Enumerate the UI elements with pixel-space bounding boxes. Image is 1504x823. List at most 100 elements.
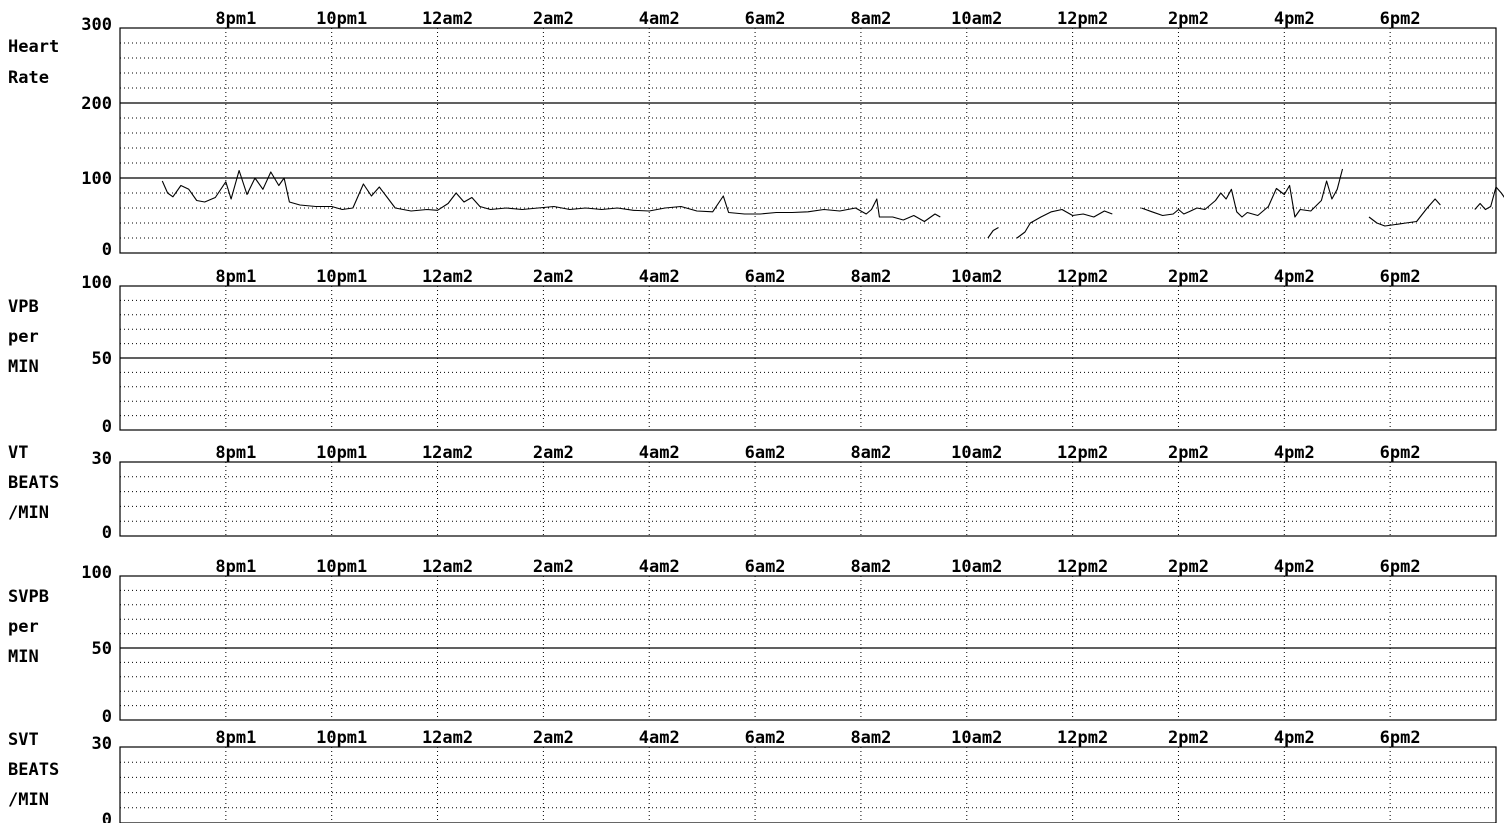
x-tick-label: 4pm2 bbox=[1274, 557, 1315, 577]
y-axis-label: Heart bbox=[8, 37, 59, 57]
y-axis-label: MIN bbox=[8, 647, 39, 667]
x-tick-label: 2pm2 bbox=[1168, 267, 1209, 287]
x-tick-label: 4am2 bbox=[639, 9, 680, 29]
x-tick-label: 8pm1 bbox=[215, 267, 256, 287]
x-tick-label: 4pm2 bbox=[1274, 728, 1315, 748]
x-tick-label: 8pm1 bbox=[215, 443, 256, 463]
x-tick-label: 4pm2 bbox=[1274, 9, 1315, 29]
x-tick-label: 8am2 bbox=[850, 557, 891, 577]
plot-frame bbox=[119, 746, 1497, 823]
x-tick-label: 2am2 bbox=[533, 267, 574, 287]
x-tick-label: 6pm2 bbox=[1380, 557, 1421, 577]
y-axis-label: SVT bbox=[8, 730, 39, 750]
y-tick-label: 0 bbox=[102, 707, 112, 727]
x-tick-label: 2am2 bbox=[533, 9, 574, 29]
x-tick-label: 2pm2 bbox=[1168, 728, 1209, 748]
x-tick-label: 8am2 bbox=[850, 443, 891, 463]
heart-rate-trace-segment bbox=[1016, 208, 1113, 239]
x-tick-label: 6am2 bbox=[745, 9, 786, 29]
y-axis-label: BEATS bbox=[8, 760, 59, 780]
x-tick-label: 2am2 bbox=[533, 557, 574, 577]
x-tick-label: 10pm1 bbox=[316, 267, 367, 287]
x-tick-label: 4am2 bbox=[639, 267, 680, 287]
x-tick-label: 8am2 bbox=[850, 267, 891, 287]
y-tick-label: 0 bbox=[102, 417, 112, 437]
heart-rate-trace-segment bbox=[1368, 198, 1441, 227]
y-tick-label: 0 bbox=[102, 240, 112, 260]
x-tick-label: 12pm2 bbox=[1057, 728, 1108, 748]
x-tick-label: 12am2 bbox=[422, 267, 473, 287]
panel-svt: 8pm1 10pm1 12am2 2am2 4am2 6am2 8am2 10am2 12pm2… bbox=[8, 728, 1497, 823]
x-tick-label: 4pm2 bbox=[1274, 267, 1315, 287]
x-tick-label: 6am2 bbox=[745, 557, 786, 577]
x-tick-label: 4pm2 bbox=[1274, 443, 1315, 463]
x-tick-label: 4am2 bbox=[639, 728, 680, 748]
plot-frame bbox=[119, 285, 1497, 431]
x-tick-label: 6pm2 bbox=[1380, 9, 1421, 29]
x-tick-label: 10pm1 bbox=[316, 443, 367, 463]
y-axis-label: VPB bbox=[8, 297, 39, 317]
y-tick-label: 0 bbox=[102, 523, 112, 543]
x-tick-label: 8pm1 bbox=[215, 728, 256, 748]
x-tick-label: 6am2 bbox=[745, 443, 786, 463]
y-axis-label: Rate bbox=[8, 68, 49, 88]
plot-frame bbox=[119, 27, 1497, 254]
x-tick-label: 4am2 bbox=[639, 557, 680, 577]
x-tick-label: 12pm2 bbox=[1057, 557, 1108, 577]
plot-frame bbox=[119, 575, 1497, 721]
y-tick-label: 50 bbox=[92, 639, 112, 659]
plot-frame bbox=[119, 461, 1497, 537]
x-tick-label: 6am2 bbox=[745, 267, 786, 287]
x-tick-label: 10am2 bbox=[951, 9, 1002, 29]
x-tick-label: 12am2 bbox=[422, 728, 473, 748]
y-tick-label: 200 bbox=[81, 94, 112, 114]
x-tick-label: 10pm1 bbox=[316, 9, 367, 29]
x-tick-label: 12am2 bbox=[422, 9, 473, 29]
x-tick-label: 10am2 bbox=[951, 557, 1002, 577]
heart-rate-trace-segment bbox=[161, 169, 941, 223]
panel-heart-rate: 8pm1 10pm1 12am2 2am2 4am2 6am2 8am2 10am2 12pm2… bbox=[8, 9, 1504, 260]
x-tick-label: 12pm2 bbox=[1057, 9, 1108, 29]
x-tick-label: 8pm1 bbox=[215, 9, 256, 29]
y-tick-label: 0 bbox=[102, 810, 112, 823]
panel-vt: 8pm1 10pm1 12am2 2am2 4am2 6am2 8am2 10am2 12pm2… bbox=[8, 443, 1497, 543]
x-tick-label: 10am2 bbox=[951, 267, 1002, 287]
panel-svpb: 8pm1 10pm1 12am2 2am2 4am2 6am2 8am2 10am2 12pm2… bbox=[8, 557, 1497, 727]
y-tick-label: 50 bbox=[92, 349, 112, 369]
y-axis-label: BEATS bbox=[8, 473, 59, 493]
y-tick-label: 100 bbox=[81, 273, 112, 293]
heart-rate-trace-segment bbox=[1474, 186, 1504, 211]
x-tick-label: 8am2 bbox=[850, 728, 891, 748]
x-tick-label: 6pm2 bbox=[1380, 443, 1421, 463]
y-axis-label: /MIN bbox=[8, 790, 49, 810]
x-tick-label: 2pm2 bbox=[1168, 443, 1209, 463]
y-axis-label: per bbox=[8, 617, 39, 637]
y-tick-label: 100 bbox=[81, 169, 112, 189]
x-tick-label: 6pm2 bbox=[1380, 267, 1421, 287]
x-tick-label: 6am2 bbox=[745, 728, 786, 748]
y-tick-label: 300 bbox=[81, 15, 112, 35]
heart-rate-trace-segment bbox=[987, 227, 999, 239]
x-tick-label: 12am2 bbox=[422, 443, 473, 463]
y-axis-label: VT bbox=[8, 443, 28, 463]
x-tick-label: 10am2 bbox=[951, 443, 1002, 463]
y-axis-label: /MIN bbox=[8, 503, 49, 523]
y-tick-label: 100 bbox=[81, 563, 112, 583]
y-axis-label: per bbox=[8, 327, 39, 347]
y-tick-label: 30 bbox=[92, 449, 112, 469]
x-tick-label: 2am2 bbox=[533, 728, 574, 748]
y-tick-label: 30 bbox=[92, 734, 112, 754]
x-tick-label: 2am2 bbox=[533, 443, 574, 463]
x-tick-label: 10pm1 bbox=[316, 557, 367, 577]
x-tick-label: 10am2 bbox=[951, 728, 1002, 748]
x-tick-label: 2pm2 bbox=[1168, 9, 1209, 29]
x-tick-label: 2pm2 bbox=[1168, 557, 1209, 577]
x-tick-label: 10pm1 bbox=[316, 728, 367, 748]
x-tick-label: 8pm1 bbox=[215, 557, 256, 577]
heart-rate-trace-segment bbox=[1141, 168, 1344, 218]
y-axis-label: SVPB bbox=[8, 587, 49, 607]
x-tick-label: 12am2 bbox=[422, 557, 473, 577]
x-tick-label: 12pm2 bbox=[1057, 267, 1108, 287]
y-axis-label: MIN bbox=[8, 357, 39, 377]
